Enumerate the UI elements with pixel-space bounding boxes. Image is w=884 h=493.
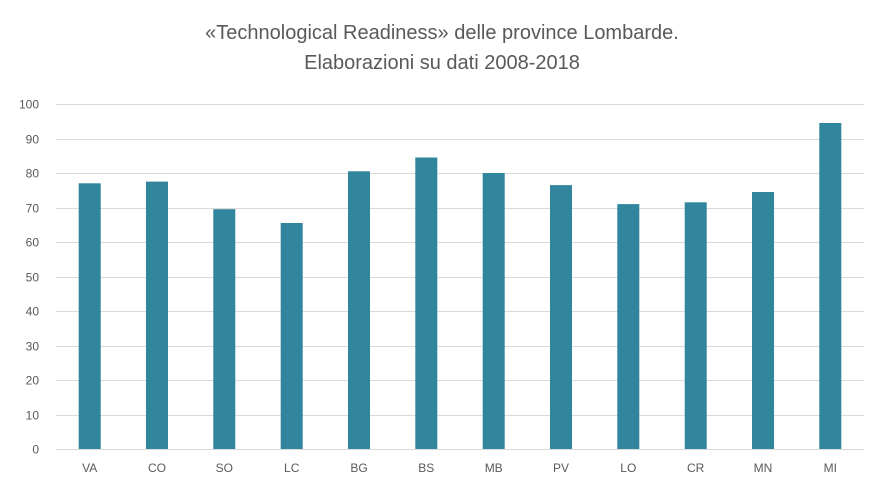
y-tick-label-0: 0 [32,443,39,457]
chart-title-line-1: «Technological Readiness» delle province… [205,22,679,44]
bar-mn [752,192,774,449]
x-tick-label-bg: BG [350,461,367,475]
x-tick-label-cr: CR [687,461,705,475]
bar-pv [550,185,572,449]
bar-so [213,209,236,449]
x-tick-label-lo: LO [620,461,636,475]
bar-cr [684,202,707,449]
bar-bs [415,157,438,449]
x-tick-label-va: VA [82,461,97,475]
x-tick-label-so: SO [216,461,233,475]
chart-title-line-2: Elaborazioni su dati 2008-2018 [304,52,580,74]
y-tick-label-90: 90 [26,133,40,147]
x-tick-label-mn: MN [754,461,773,475]
y-tick-label-20: 20 [26,374,40,388]
x-tick-label-pv: PV [553,461,569,475]
y-tick-label-70: 70 [26,202,40,216]
bar-va [78,183,101,450]
y-tick-label-30: 30 [26,340,40,354]
y-tick-label-60: 60 [26,236,40,250]
bar-lo [617,204,640,449]
bar-co [146,181,168,449]
y-tick-label-50: 50 [26,271,40,285]
x-tick-label-co: CO [148,461,166,475]
y-tick-label-80: 80 [26,167,40,181]
chart-title: «Technological Readiness» delle province… [0,18,884,78]
y-tick-label-40: 40 [26,305,40,319]
x-tick-label-lc: LC [284,461,300,475]
y-tick-label-100: 100 [19,98,39,112]
bar-mb [482,173,505,449]
x-tick-label-mb: MB [485,461,503,475]
bar-bg [348,171,370,450]
y-tick-label-10: 10 [26,409,40,423]
bar-lc [280,223,303,449]
x-tick-label-bs: BS [418,461,434,475]
bar-mi [819,123,842,449]
x-tick-label-mi: MI [824,461,837,475]
